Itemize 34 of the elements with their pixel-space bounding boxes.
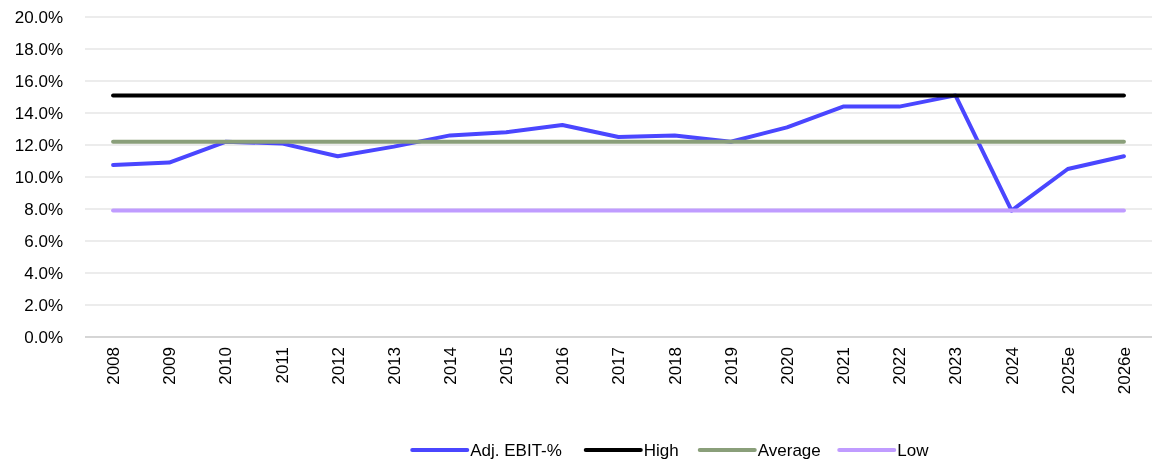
x-tick-label: 2022 [890, 347, 910, 385]
y-tick-label: 14.0% [14, 103, 63, 123]
legend-label: High [643, 440, 679, 460]
y-tick-label: 20.0% [14, 7, 63, 27]
x-tick-label: 2015 [497, 347, 517, 385]
x-tick-label: 2025e [1058, 347, 1078, 395]
x-tick-label: 2014 [440, 347, 460, 385]
y-tick-label: 10.0% [14, 167, 63, 187]
y-tick-label: 12.0% [14, 135, 63, 155]
legend-label: Adj. EBIT-% [470, 440, 562, 460]
y-tick-label: 0.0% [24, 327, 63, 347]
y-tick-label: 8.0% [24, 199, 63, 219]
y-tick-label: 18.0% [14, 39, 63, 59]
y-tick-label: 6.0% [24, 231, 63, 251]
x-tick-label: 2016 [553, 347, 573, 385]
x-tick-label: 2017 [609, 347, 629, 385]
x-tick-label: 2021 [834, 347, 854, 385]
x-tick-label: 2013 [384, 347, 404, 385]
x-tick-label: 2024 [1002, 347, 1022, 385]
legend-label: Low [897, 440, 930, 460]
x-tick-label: 2009 [160, 347, 180, 385]
y-tick-label: 16.0% [14, 71, 63, 91]
y-tick-label: 4.0% [24, 263, 63, 283]
x-tick-label: 2012 [328, 347, 348, 385]
x-tick-label: 2008 [104, 347, 124, 385]
x-tick-label: 2010 [216, 347, 236, 385]
y-tick-label: 2.0% [24, 295, 63, 315]
x-tick-label: 2018 [665, 347, 685, 385]
x-tick-label: 2019 [721, 347, 741, 385]
x-tick-label: 2011 [272, 347, 292, 384]
x-tick-label: 2023 [946, 347, 966, 385]
legend-label: Average [757, 440, 821, 460]
x-tick-label: 2020 [777, 347, 797, 385]
x-tick-label: 2026e [1114, 347, 1134, 395]
